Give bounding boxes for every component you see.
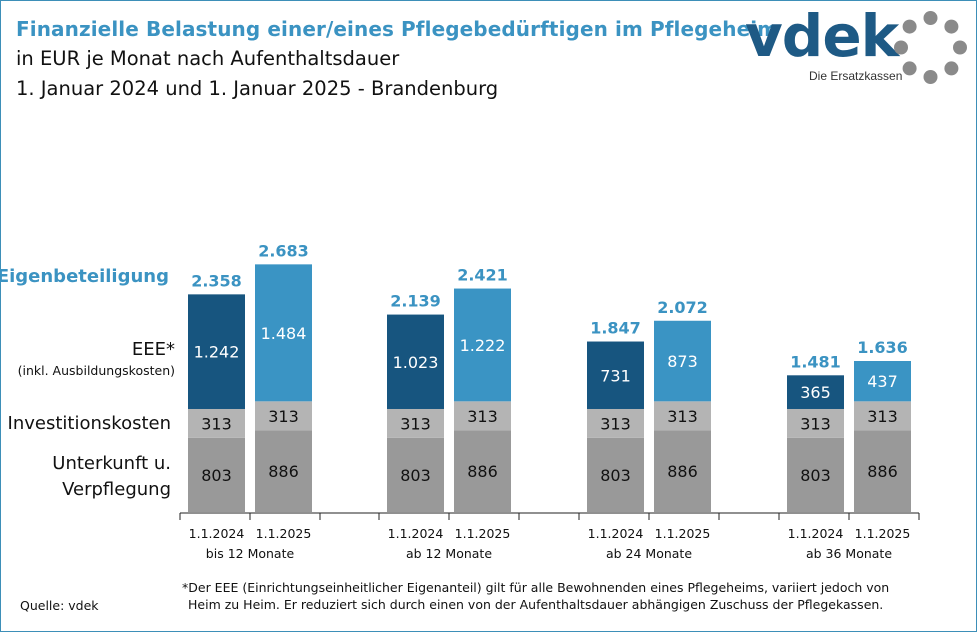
legend-eee-sub: (inkl. Ausbildungskosten): [17, 363, 175, 378]
total-label: 1.847: [590, 319, 641, 338]
bar-segment-eee: [854, 360, 911, 402]
x-tick-label: 1.1.2024: [388, 526, 444, 541]
data-label-unterkunft: 803: [201, 466, 232, 485]
legend-unterkunft-line1: Unterkunft u.: [52, 453, 171, 474]
data-label-eee: 1.484: [261, 324, 307, 343]
data-label-investition: 313: [667, 407, 698, 426]
data-label-investition: 313: [600, 414, 631, 433]
bar-segment-eee: [587, 341, 644, 409]
x-tick-label: 1.1.2025: [855, 526, 911, 541]
x-tick-label: 1.1.2025: [455, 526, 511, 541]
chart-subtitle-1: in EUR je Monat nach Aufenthaltsdauer: [16, 47, 400, 70]
data-label-eee: 365: [800, 383, 831, 402]
legend-investitionskosten: Investitionskosten: [7, 413, 171, 434]
x-tick-label: 1.1.2024: [189, 526, 245, 541]
x-tick-label: 1.1.2024: [788, 526, 844, 541]
footnote-line1: *Der EEE (Einrichtungseinheitlicher Eige…: [182, 580, 890, 595]
data-label-unterkunft: 886: [467, 462, 498, 481]
bar-segment-eee: [255, 264, 312, 402]
x-tick-label: 1.1.2025: [256, 526, 312, 541]
data-label-eee: 1.242: [194, 343, 240, 362]
bar-segment-unterkunft: [854, 430, 911, 512]
bar-segment-investition: [454, 401, 511, 431]
bar-segment-unterkunft: [587, 437, 644, 512]
data-label-unterkunft: 886: [867, 462, 898, 481]
data-label-eee: 731: [600, 366, 631, 385]
total-label: 1.636: [857, 338, 908, 357]
data-label-investition: 313: [867, 407, 898, 426]
data-label-eee: 1.222: [460, 336, 506, 355]
bar-segment-eee: [654, 320, 711, 402]
data-label-eee: 437: [867, 372, 898, 391]
source-label: Quelle: vdek: [20, 598, 99, 613]
logo-wordmark: vdek: [745, 2, 899, 70]
bar-segment-investition: [787, 408, 844, 438]
group-label: bis 12 Monate: [206, 546, 295, 561]
data-label-eee: 873: [667, 352, 698, 371]
logo-tagline: Die Ersatzkassen: [809, 69, 903, 83]
legend-eee: EEE*: [131, 339, 175, 360]
vdek-logo: vdek Die Ersatzkassen: [745, 2, 970, 90]
bar-segment-eee: [387, 314, 444, 409]
data-label-investition: 313: [467, 407, 498, 426]
x-tick-label: 1.1.2024: [588, 526, 644, 541]
bar-segment-unterkunft: [188, 437, 245, 512]
bar-segment-unterkunft: [454, 430, 511, 512]
bar-segment-investition: [387, 408, 444, 438]
footnote-line2: Heim zu Heim. Er reduziert sich durch ei…: [188, 597, 884, 612]
data-label-investition: 313: [400, 414, 431, 433]
data-label-unterkunft: 803: [600, 466, 631, 485]
legend-unterkunft-line2: Verpflegung: [62, 479, 171, 500]
total-label: 2.421: [457, 266, 508, 285]
group-label: ab 12 Monate: [406, 546, 492, 561]
total-label: 2.683: [258, 241, 309, 260]
bar-segment-investition: [188, 408, 245, 438]
group-label: ab 36 Monate: [806, 546, 892, 561]
bar-segment-investition: [255, 401, 312, 431]
bar-segment-investition: [854, 401, 911, 431]
data-label-investition: 313: [201, 414, 232, 433]
bar-segment-investition: [654, 401, 711, 431]
data-label-investition: 313: [268, 407, 299, 426]
data-label-unterkunft: 886: [268, 462, 299, 481]
data-label-unterkunft: 886: [667, 462, 698, 481]
logo-ring-icon: [894, 11, 967, 84]
bar-segment-eee: [188, 294, 245, 409]
total-label: 2.072: [657, 298, 708, 317]
total-label: 2.358: [191, 271, 242, 290]
bar-segment-unterkunft: [654, 430, 711, 512]
group-label: ab 24 Monate: [606, 546, 692, 561]
chart-title: Finanzielle Belastung einer/eines Pflege…: [16, 17, 779, 41]
data-label-unterkunft: 803: [400, 466, 431, 485]
legend-eigenbeteiligung: Eigenbeteiligung: [0, 266, 169, 287]
x-tick-label: 1.1.2025: [655, 526, 711, 541]
bar-segment-eee: [787, 375, 844, 409]
total-label: 1.481: [790, 352, 841, 371]
bar-segment-investition: [587, 408, 644, 438]
data-label-investition: 313: [800, 414, 831, 433]
data-label-eee: 1.023: [393, 353, 439, 372]
bar-segment-unterkunft: [787, 437, 844, 512]
total-label: 2.139: [390, 292, 441, 311]
bar-segment-eee: [454, 288, 511, 402]
bar-segment-unterkunft: [387, 437, 444, 512]
data-label-unterkunft: 803: [800, 466, 831, 485]
bar-segment-unterkunft: [255, 430, 312, 512]
chart-subtitle-2: 1. Januar 2024 und 1. Januar 2025 - Bran…: [16, 77, 499, 100]
